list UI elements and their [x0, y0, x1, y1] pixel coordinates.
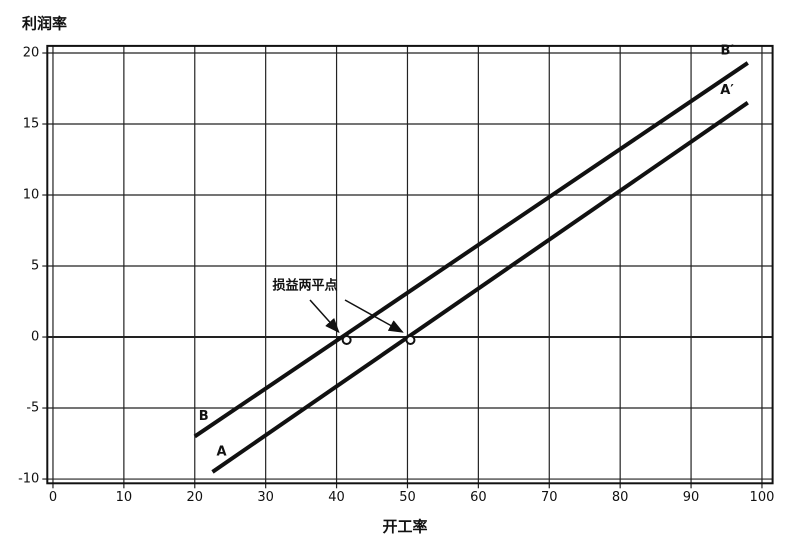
line-series	[211, 101, 749, 474]
x-tick-label: 0	[49, 490, 57, 505]
break-even-point	[405, 335, 416, 346]
break-even-point	[341, 335, 352, 346]
y-tick-label: -5	[26, 401, 39, 416]
annotation: 损益两平点	[272, 278, 337, 294]
y-tick-label: 15	[23, 117, 40, 132]
line-series	[193, 61, 749, 439]
x-tick-label: 80	[612, 490, 629, 505]
x-axis-title: 开工率	[382, 518, 427, 536]
x-tick-label: 90	[683, 490, 700, 505]
series-label: A	[216, 444, 226, 459]
x-tick-label: 30	[257, 490, 274, 505]
series-label: B	[199, 409, 209, 424]
y-tick-label: 0	[31, 330, 39, 345]
x-tick-label: 100	[750, 490, 775, 505]
x-tick-label: 40	[328, 490, 345, 505]
x-tick-label: 70	[541, 490, 558, 505]
annotation-arrow	[309, 299, 340, 334]
annotation-arrow	[344, 299, 404, 333]
y-tick-label: -10	[18, 472, 39, 487]
y-tick-label: 10	[23, 188, 40, 203]
x-tick-label: 10	[116, 490, 133, 505]
y-tick-label: 20	[23, 46, 40, 61]
y-axis-title: 利润率	[22, 15, 67, 33]
series-end-label: B′	[720, 43, 734, 58]
x-tick-label: 50	[399, 490, 416, 505]
x-tick-label: 20	[186, 490, 203, 505]
series-end-label: A′	[720, 83, 734, 98]
x-tick-label: 60	[470, 490, 487, 505]
plot-frame	[46, 44, 774, 485]
y-tick-label: 5	[31, 259, 39, 274]
